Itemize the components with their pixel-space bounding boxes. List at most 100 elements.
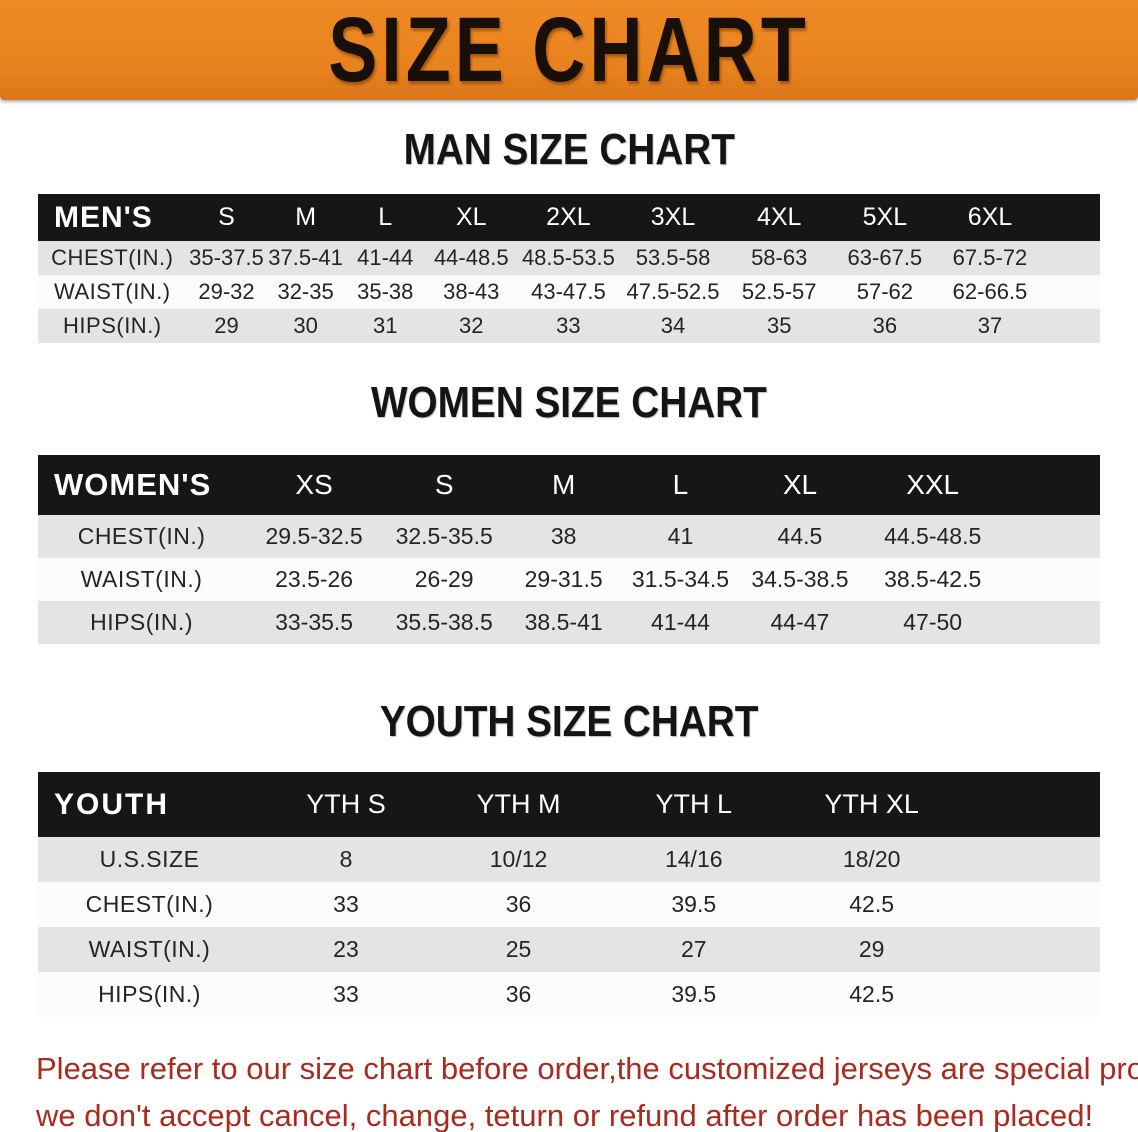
row-label: CHEST(IN.) xyxy=(51,245,174,270)
size-column-header: XL xyxy=(738,455,861,515)
row-label: CHEST(IN.) xyxy=(77,523,206,549)
value-cell: 44.5-48.5 xyxy=(884,523,982,549)
size-column-header: S xyxy=(186,194,267,241)
size-column-header: L xyxy=(344,194,426,241)
value-cell: 41-44 xyxy=(651,609,710,635)
youth-section-heading-text: YOUTH SIZE CHART xyxy=(379,697,759,746)
value-cell: 37 xyxy=(977,313,1003,338)
value-cell: 57-62 xyxy=(856,279,913,304)
row-label: WAIST(IN.) xyxy=(88,936,211,962)
table-title-cell: MEN'S xyxy=(38,194,187,241)
value-cell: 32-35 xyxy=(277,279,334,304)
value-cell: 42.5 xyxy=(849,981,894,1007)
size-column-header: M xyxy=(505,455,623,515)
table-row: HIPS(IN.) 29 30 31 32 33 34 35 36 37 xyxy=(38,309,1100,343)
value-cell: 62-66.5 xyxy=(952,279,1028,304)
value-cell: 27 xyxy=(680,936,707,962)
size-column-header: 2XL xyxy=(516,194,620,241)
row-spacer-cell xyxy=(1043,275,1100,309)
value-cell: 35-37.5 xyxy=(189,245,264,270)
value-cell: 38-43 xyxy=(443,279,500,304)
value-cell: 39.5 xyxy=(671,891,717,917)
women-size-table: WOMEN'S XS S M L XL XXL CHEST(IN.) 29.5-32.5 32.5… xyxy=(38,455,1100,644)
size-column-header: 3XL xyxy=(619,194,727,241)
size-column-header: YTH M xyxy=(430,772,607,837)
value-cell: 33 xyxy=(556,313,581,338)
value-cell: 47-50 xyxy=(903,609,963,635)
disclaimer-line-2: we don't accept cancel, change, teturn o… xyxy=(36,1098,1094,1132)
value-cell: 42.5 xyxy=(849,891,894,917)
value-cell: 53.5-58 xyxy=(635,245,711,270)
value-cell: 8 xyxy=(339,846,353,872)
table-row: WAIST(IN.) 23 25 27 29 xyxy=(38,927,1100,972)
row-spacer-cell xyxy=(1043,241,1100,275)
value-cell: 44.5 xyxy=(777,523,823,549)
value-cell: 34 xyxy=(660,313,686,338)
value-cell: 38 xyxy=(550,523,577,549)
value-cell: 44-48.5 xyxy=(433,245,509,270)
value-cell: 47.5-52.5 xyxy=(626,279,720,304)
value-cell: 48.5-53.5 xyxy=(521,245,615,270)
table-header-row: MEN'S S M L XL 2XL 3XL 4XL 5XL 6XL xyxy=(38,194,1100,241)
value-cell: 37.5-41 xyxy=(268,245,343,270)
row-spacer-cell xyxy=(962,882,1100,927)
row-label: WAIST(IN.) xyxy=(54,279,171,304)
row-spacer-cell xyxy=(1004,601,1100,644)
value-cell: 23.5-26 xyxy=(275,566,354,592)
table-row: CHEST(IN.) 33 36 39.5 42.5 xyxy=(38,882,1100,927)
value-cell: 29 xyxy=(214,313,239,338)
order-disclaimer: Please refer to our size chart before or… xyxy=(36,1045,1138,1132)
row-label: HIPS(IN.) xyxy=(98,981,201,1007)
row-label: CHEST(IN.) xyxy=(85,891,214,917)
value-cell: 33 xyxy=(333,891,359,917)
value-cell: 18/20 xyxy=(842,846,901,872)
table-row: WAIST(IN.) 29-32 32-35 35-38 38-43 43-47.5 47.… xyxy=(38,275,1100,309)
value-cell: 32 xyxy=(459,313,484,338)
value-cell: 36 xyxy=(505,981,532,1007)
value-cell: 35-38 xyxy=(357,279,414,304)
value-cell: 41 xyxy=(667,523,694,549)
value-cell: 36 xyxy=(505,891,532,917)
table-title-cell: YOUTH xyxy=(38,772,262,837)
size-column-header: M xyxy=(266,194,345,241)
men-section-heading-text: MAN SIZE CHART xyxy=(403,125,735,174)
banner-title: SIZE CHART xyxy=(328,0,810,101)
table-row: HIPS(IN.) 33 36 39.5 42.5 xyxy=(38,972,1100,1017)
size-column-header: YTH L xyxy=(606,772,782,837)
value-cell: 25 xyxy=(505,936,532,962)
value-cell: 67.5-72 xyxy=(952,245,1028,270)
value-cell: 39.5 xyxy=(671,981,717,1007)
size-column-header: YTH S xyxy=(261,772,431,837)
value-cell: 33 xyxy=(333,981,359,1007)
value-cell: 29-32 xyxy=(198,279,255,304)
row-spacer-cell xyxy=(962,927,1100,972)
value-cell: 29.5-32.5 xyxy=(265,523,363,549)
row-label: U.S.SIZE xyxy=(99,846,200,872)
value-cell: 34.5-38.5 xyxy=(751,566,849,592)
youth-size-table: YOUTH YTH S YTH M YTH L YTH XL U.S.SIZE 8 10/12… xyxy=(38,772,1100,1017)
disclaimer-line-1: Please refer to our size chart before or… xyxy=(36,1051,1138,1086)
table-row: CHEST(IN.) 35-37.5 37.5-41 41-44 44-48.5 48.5… xyxy=(38,241,1100,275)
table-row: U.S.SIZE 8 10/12 14/16 18/20 xyxy=(38,837,1100,882)
men-size-table: MEN'S S M L XL 2XL 3XL 4XL 5XL 6XL CHEST(IN.) 35-37… xyxy=(38,194,1100,343)
youth-section-heading: YOUTH SIZE CHART xyxy=(0,700,1138,744)
men-section-heading: MAN SIZE CHART xyxy=(0,128,1138,172)
size-column-header: YTH XL xyxy=(781,772,962,837)
size-column-header: S xyxy=(383,455,506,515)
women-section-heading-text: WOMEN SIZE CHART xyxy=(371,378,767,427)
row-label: HIPS(IN.) xyxy=(63,313,162,338)
size-column-header: XL xyxy=(425,194,517,241)
value-cell: 30 xyxy=(293,313,318,338)
value-cell: 35 xyxy=(766,313,792,338)
value-cell: 43-47.5 xyxy=(531,279,606,304)
value-cell: 33-35.5 xyxy=(275,609,354,635)
size-column-header: 4XL xyxy=(726,194,833,241)
value-cell: 44-47 xyxy=(770,609,830,635)
size-column-header: L xyxy=(622,455,739,515)
value-cell: 26-29 xyxy=(414,566,474,592)
row-label: HIPS(IN.) xyxy=(90,609,193,635)
row-spacer-cell xyxy=(962,837,1100,882)
men-size-section: MAN SIZE CHART MEN'S S M L XL 2XL 3XL 4XL 5XL 6XL… xyxy=(0,128,1138,343)
row-spacer-cell xyxy=(962,972,1100,1017)
